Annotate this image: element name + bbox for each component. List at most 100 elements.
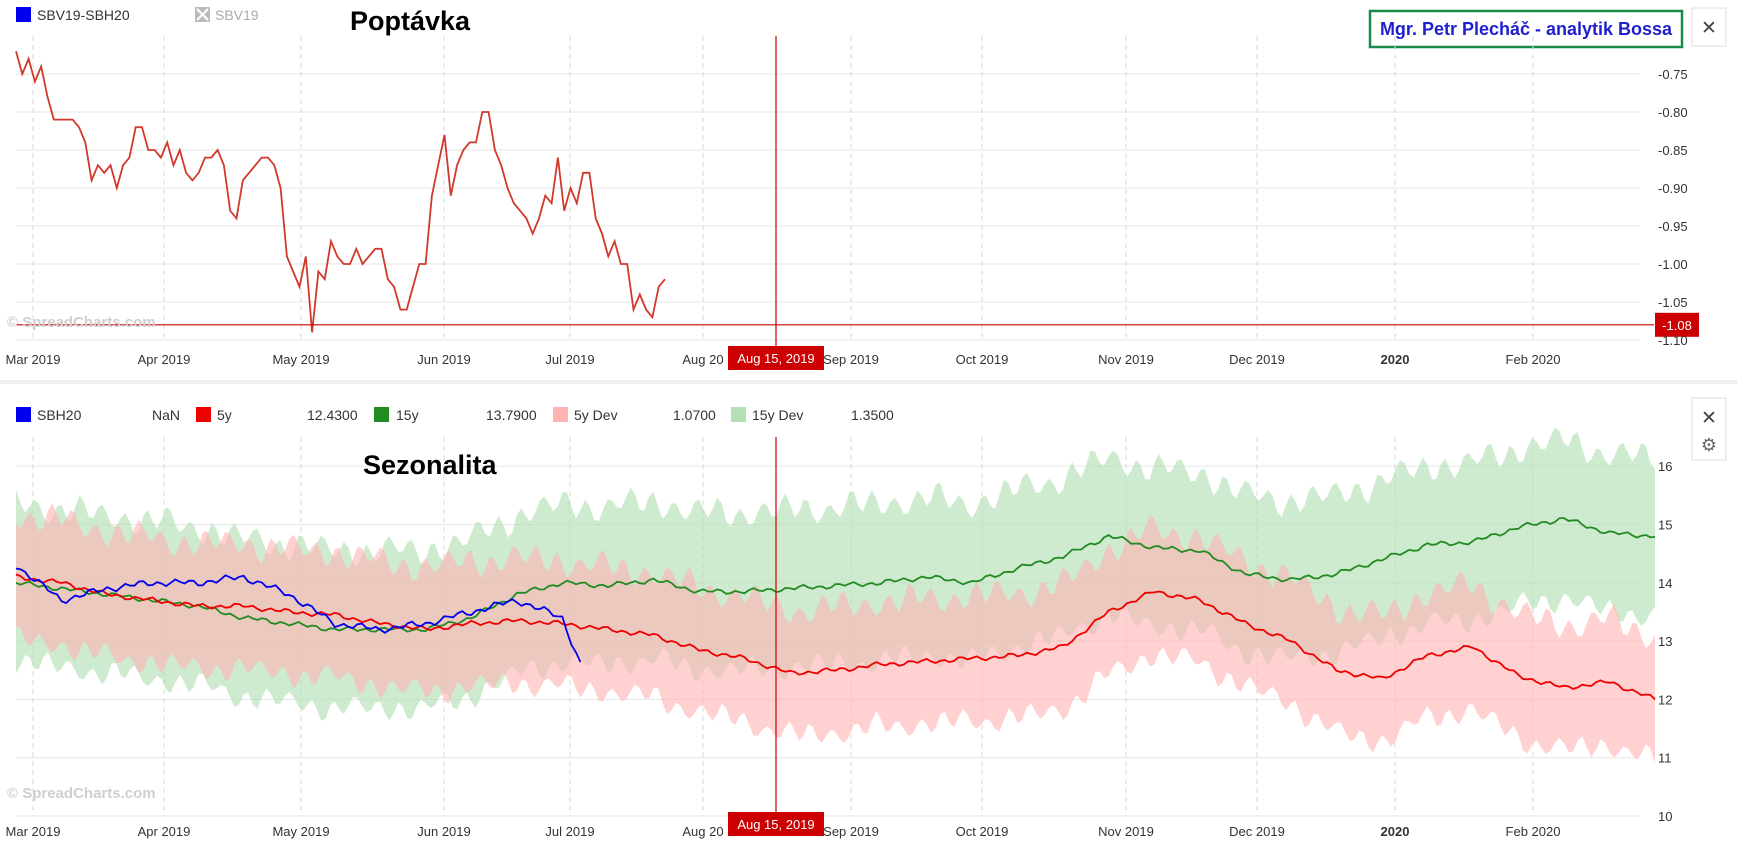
bottom-chart-panel: SBH20 NaN 5y 12.4300 15y 13.7900 5y Dev … [6, 397, 1727, 839]
top-close-button[interactable]: ✕ [1691, 7, 1727, 47]
legend-swatch [16, 7, 31, 22]
cursor-date-flag [728, 812, 824, 836]
series-line-sbv19-sbh20 [15, 50, 666, 333]
legend-swatch [196, 407, 211, 422]
legend-value: NaN [152, 407, 180, 423]
x-tick-label: Mar 2019 [6, 824, 61, 839]
x-tick-label: Nov 2019 [1098, 824, 1154, 839]
x-tick-label: May 2019 [272, 352, 329, 367]
legend-swatch [374, 407, 389, 422]
legend-item-sbh20[interactable]: SBH20 NaN [16, 407, 180, 423]
x-tick-label: Jun 2019 [417, 824, 471, 839]
x-tick-label: Nov 2019 [1098, 352, 1154, 367]
y-tick-label: 13 [1658, 634, 1672, 649]
legend-label: SBV19 [215, 7, 259, 23]
y-tick-label: -0.95 [1658, 219, 1688, 234]
bottom-axis: 16 15 14 13 12 11 10 Mar 2019 Apr 2019 May 2019 Ju… [6, 459, 1673, 839]
legend-item-sbv19-sbh20[interactable]: SBV19-SBH20 [16, 7, 130, 23]
band-5y-dev [16, 503, 1655, 764]
cursor-date-label: Aug 15, 2019 [737, 351, 814, 366]
y-tick-label: 15 [1658, 517, 1672, 532]
x-tick-label: Sep 2019 [823, 824, 879, 839]
legend-item-15y-dev[interactable]: 15y Dev 1.3500 [731, 407, 894, 423]
x-tick-label: Dec 2019 [1229, 352, 1285, 367]
gear-icon: ⚙ [1701, 435, 1717, 456]
series-line-sbh20 [15, 567, 582, 663]
legend-label: 5y Dev [574, 407, 618, 423]
series-line-15y [15, 517, 1656, 633]
y-tick-label: -0.85 [1658, 143, 1688, 158]
series-line-5y [15, 573, 1656, 701]
legend-label: 15y [396, 407, 419, 423]
last-value-label: -1.08 [1662, 318, 1692, 333]
y-tick-label: -0.75 [1658, 67, 1688, 82]
legend-value: 12.4300 [307, 407, 358, 423]
toolbar-frame [1691, 397, 1727, 461]
cursor-date-flag [728, 346, 824, 370]
top-chart-title: Poptávka [350, 6, 471, 36]
bottom-series [15, 427, 1656, 764]
y-tick-label: 16 [1658, 459, 1672, 474]
legend-item-5y[interactable]: 5y 12.4300 [196, 407, 358, 423]
x-tick-label: Jun 2019 [417, 352, 471, 367]
top-grid [16, 36, 1640, 341]
legend-label: SBH20 [37, 407, 82, 423]
y-tick-label: 10 [1658, 809, 1672, 824]
x-tick-label: Oct 2019 [956, 352, 1009, 367]
y-tick-label: -1.10 [1658, 333, 1688, 348]
x-tick-label: Oct 2019 [956, 824, 1009, 839]
legend-swatch [553, 407, 568, 422]
y-tick-label: -0.80 [1658, 105, 1688, 120]
legend-item-15y[interactable]: 15y 13.7900 [374, 407, 537, 423]
bottom-chart-title: Sezonalita [363, 450, 498, 480]
author-label: Mgr. Petr Plecháč - analytik Bossa [1380, 19, 1673, 39]
legend-item-sbv19[interactable]: SBV19 [195, 7, 259, 23]
cursor-date-label: Aug 15, 2019 [737, 817, 814, 832]
x-tick-label: Apr 2019 [138, 824, 191, 839]
x-tick-label: May 2019 [272, 824, 329, 839]
x-tick-label: Jul 2019 [545, 824, 594, 839]
legend-label: 15y Dev [752, 407, 803, 423]
x-tick-label: Jul 2019 [545, 352, 594, 367]
legend-item-5y-dev[interactable]: 5y Dev 1.0700 [553, 407, 716, 423]
legend-value: 1.3500 [851, 407, 894, 423]
x-tick-label: Aug 20 [682, 352, 723, 367]
author-box: Mgr. Petr Plecháč - analytik Bossa [1368, 9, 1684, 49]
legend-value: 13.7900 [486, 407, 537, 423]
close-icon: ✕ [1701, 17, 1717, 39]
x-tick-label: 2020 [1381, 352, 1410, 367]
x-tick-label: Dec 2019 [1229, 824, 1285, 839]
x-tick-label: Aug 20 [682, 824, 723, 839]
top-legend: SBV19-SBH20 SBV19 [16, 7, 259, 23]
last-value-flag [1655, 312, 1699, 337]
x-tick-label: 2020 [1381, 824, 1410, 839]
bottom-settings-button[interactable]: ⚙ [1701, 435, 1717, 456]
y-tick-label: 14 [1658, 576, 1672, 591]
legend-label: 5y [217, 407, 232, 423]
disabled-cross-icon [196, 8, 209, 21]
top-series: -1.08 [15, 50, 1699, 337]
x-tick-label: Sep 2019 [823, 352, 879, 367]
legend-swatch [731, 407, 746, 422]
x-tick-label: Feb 2020 [1506, 352, 1561, 367]
y-tick-label: -1.05 [1658, 295, 1688, 310]
x-tick-label: Mar 2019 [6, 352, 61, 367]
x-tick-label: Apr 2019 [138, 352, 191, 367]
x-tick-label: Feb 2020 [1506, 824, 1561, 839]
y-tick-label: 12 [1658, 692, 1672, 707]
close-icon: ✕ [1701, 407, 1717, 429]
cursor-crosshair: Aug 15, 2019 Aug 15, 2019 [728, 36, 824, 836]
legend-label: SBV19-SBH20 [37, 7, 130, 23]
bottom-close-button[interactable]: ✕ [1701, 407, 1717, 429]
legend-swatch [16, 407, 31, 422]
bottom-legend: SBH20 NaN 5y 12.4300 15y 13.7900 5y Dev … [16, 407, 894, 423]
y-tick-label: -0.90 [1658, 181, 1688, 196]
top-axis: -0.75 -0.80 -0.85 -0.90 -0.95 -1.00 -1.05 -1.10… [6, 67, 1688, 367]
top-chart-panel: SBV19-SBH20 SBV19 Poptávka Mgr. Petr Ple… [6, 6, 1727, 367]
y-tick-label: -1.00 [1658, 257, 1688, 272]
bottom-watermark: © SpreadCharts.com [7, 785, 156, 802]
top-watermark: © SpreadCharts.com [7, 314, 156, 331]
legend-value: 1.0700 [673, 407, 716, 423]
y-tick-label: 11 [1658, 751, 1672, 766]
